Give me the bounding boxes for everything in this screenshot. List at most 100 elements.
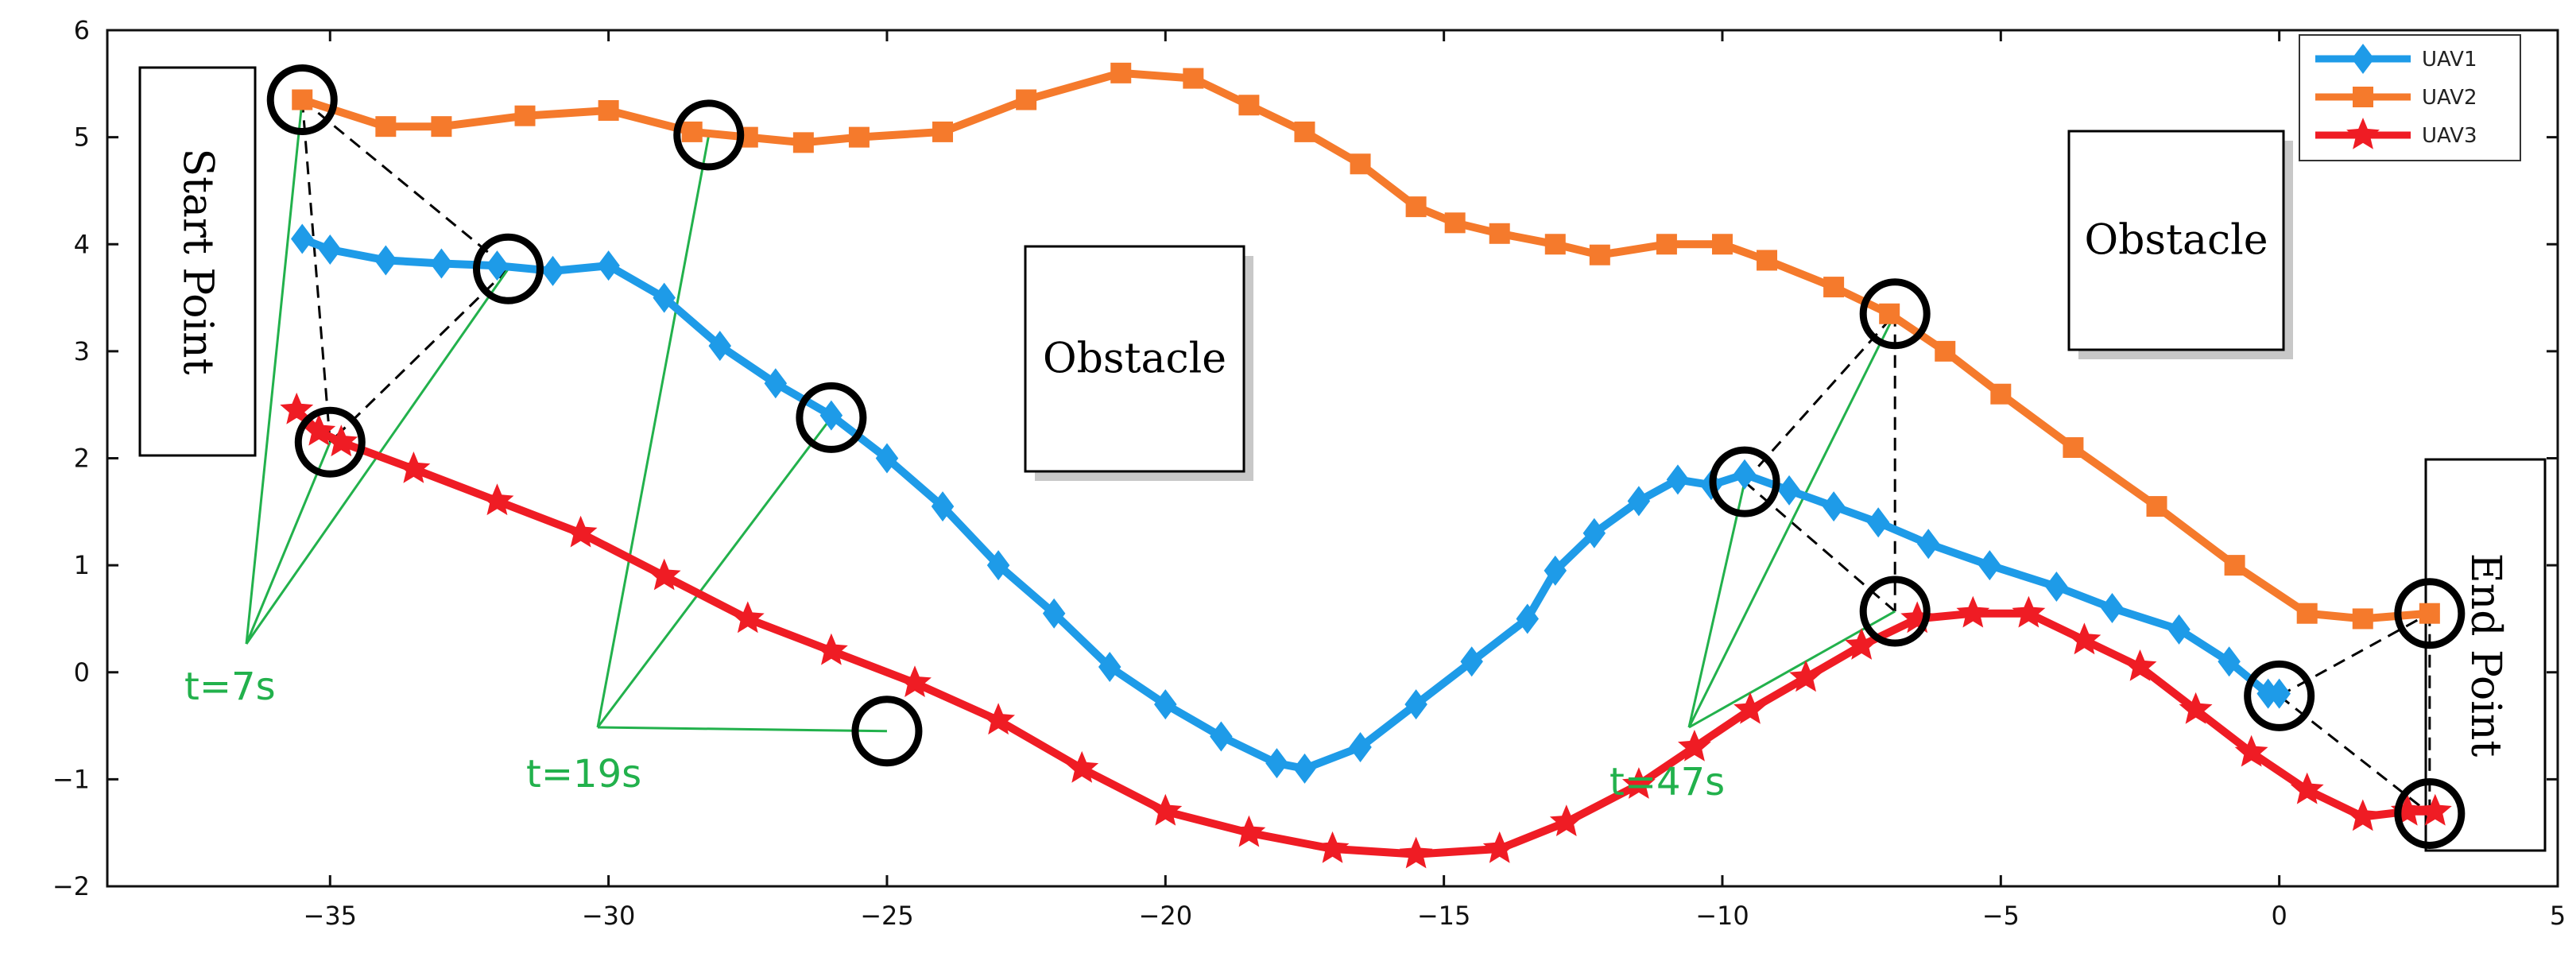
uav1-line <box>298 234 2284 773</box>
uav3-point <box>1149 793 1183 826</box>
uav1-point <box>374 245 397 276</box>
uav3-point <box>647 558 681 591</box>
uav2-point <box>1990 383 2012 405</box>
uav2-point <box>1879 303 1900 324</box>
uav1-point <box>764 368 788 399</box>
uav2-point <box>1238 95 1260 116</box>
uav3-point <box>1549 804 1583 836</box>
y-tick-label: 4 <box>74 229 90 259</box>
dashed-connector <box>1743 312 1896 483</box>
uav2-point <box>1294 121 1315 142</box>
uav3-point <box>1622 767 1656 799</box>
uav2-point <box>1110 62 1132 83</box>
x-tick-label: −15 <box>1417 901 1471 931</box>
uav1-point <box>1265 748 1288 779</box>
highlight-circle <box>673 99 745 171</box>
legend-swatch-marker <box>2346 118 2380 149</box>
end-label: End Point <box>2462 553 2509 758</box>
uav1-point <box>1666 464 1690 495</box>
uav3-point <box>2290 772 2324 804</box>
uav2-point <box>375 116 397 138</box>
uav1-point <box>931 491 955 522</box>
uav1-point <box>1733 459 1757 490</box>
time-guide-line <box>1687 313 1896 728</box>
uav3-point <box>2346 799 2380 831</box>
y-tick-label: 2 <box>74 444 90 474</box>
uav2-point <box>681 121 703 142</box>
uav1-point <box>1154 689 1177 720</box>
uav1-point <box>2268 678 2291 709</box>
uav1-point <box>597 250 620 281</box>
obstacle-1-label: Obstacle <box>1043 335 1226 383</box>
highlight-circle <box>1859 278 1931 350</box>
legend-entry-uav2: UAV2 <box>2315 86 2477 110</box>
uav1-point <box>1098 652 1121 683</box>
uav3-point <box>2012 595 2046 628</box>
uav2-point <box>2146 496 2167 517</box>
uav3-point <box>1678 730 1711 762</box>
uav1-point <box>541 255 564 286</box>
uav2-point <box>2296 603 2318 624</box>
highlight-circle <box>294 406 366 478</box>
uav2-point <box>932 121 954 142</box>
uav1-point <box>1777 475 1801 506</box>
uav3-point <box>2418 793 2452 826</box>
uav2-point <box>848 126 870 148</box>
uav3-point <box>564 515 598 548</box>
time-label-t-7s: t=7s <box>184 665 276 709</box>
uav2-point <box>1350 153 1371 175</box>
uav1-point <box>986 550 1010 581</box>
uav1-point <box>2045 572 2068 603</box>
uav2-line <box>298 68 2434 623</box>
uav1-point <box>2101 592 2124 623</box>
uav1-point <box>1916 529 1940 560</box>
start-box <box>138 66 257 457</box>
highlight-circle <box>851 696 923 767</box>
dashed-connector <box>300 99 331 443</box>
x-tick-label: −5 <box>1982 901 2020 931</box>
uav3-point <box>1789 660 1823 692</box>
uav2-point <box>1544 234 1566 255</box>
uav3-point <box>2234 734 2268 767</box>
uav1-point <box>1822 491 1846 522</box>
uav2-point <box>1444 212 1466 234</box>
uav2-point <box>1016 89 1037 110</box>
uav2-point <box>1757 250 1778 271</box>
uav1-point <box>1516 603 1539 634</box>
time-guide-line <box>245 99 304 645</box>
uav2-point <box>598 99 619 121</box>
uav1-point <box>1544 555 1567 586</box>
time-guide-line <box>1687 481 1746 728</box>
uav3-point <box>1315 831 1350 863</box>
uav3-point <box>397 451 431 483</box>
uav2-point <box>1589 244 1610 265</box>
annotation-boxes: Start Point Obstacle Obstacle End Point <box>138 66 2547 852</box>
series-uav1 <box>290 223 2291 784</box>
legend-swatch-marker <box>2351 44 2375 74</box>
highlight-circle <box>796 382 867 453</box>
uav3-point <box>280 392 314 424</box>
uav1-point <box>875 443 899 474</box>
x-tick-label: −20 <box>1139 901 1193 931</box>
uav2-point <box>514 105 536 126</box>
highlight-circle <box>1709 446 1780 517</box>
obstacle-2-box <box>2067 130 2285 351</box>
legend-label: UAV3 <box>2422 124 2477 148</box>
uav2-point <box>2352 608 2373 630</box>
highlight-circle <box>1859 576 1931 647</box>
uav3-point <box>1733 692 1767 724</box>
uav1-point <box>1042 598 1066 629</box>
highlight-circle <box>266 64 338 136</box>
x-tick-label: −30 <box>582 901 636 931</box>
time-guide-line <box>597 726 887 733</box>
uav2-point <box>1183 68 1204 89</box>
legend-entry-uav1: UAV1 <box>2315 44 2477 74</box>
uav3-point <box>1232 815 1266 847</box>
uav3-point <box>480 483 514 516</box>
time-label-t-19s: t=19s <box>526 752 641 796</box>
uav3-point <box>2179 692 2213 724</box>
x-tick-label: 0 <box>2271 901 2287 931</box>
uav2-point <box>292 89 313 110</box>
uav1-point <box>1210 721 1233 752</box>
